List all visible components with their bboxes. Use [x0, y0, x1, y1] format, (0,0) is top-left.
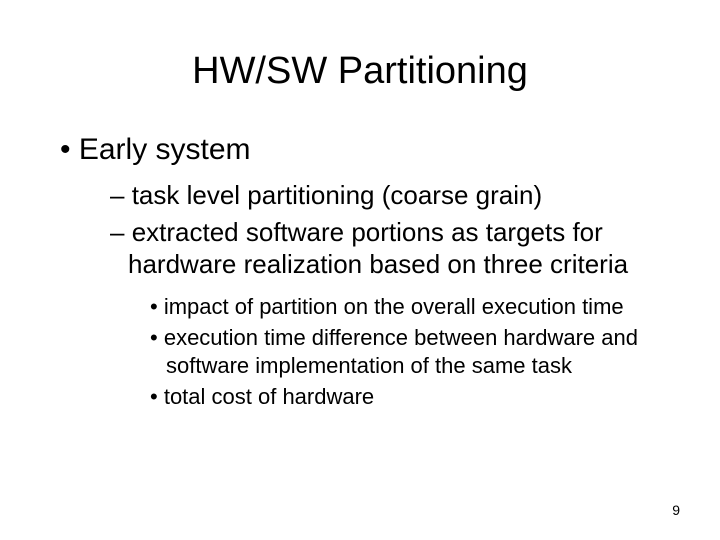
- spacer: [50, 285, 670, 293]
- bullet-l1: Early system: [60, 133, 670, 167]
- page-number: 9: [672, 502, 680, 518]
- bullet-l3: execution time difference between hardwa…: [150, 324, 670, 379]
- slide-title: HW/SW Partitioning: [50, 50, 670, 93]
- bullet-l3: impact of partition on the overall execu…: [150, 293, 670, 321]
- slide-container: HW/SW Partitioning Early system task lev…: [0, 0, 720, 540]
- bullet-l2: extracted software portions as targets f…: [110, 216, 670, 281]
- bullet-l2: task level partitioning (coarse grain): [110, 179, 670, 212]
- bullet-l3: total cost of hardware: [150, 383, 670, 411]
